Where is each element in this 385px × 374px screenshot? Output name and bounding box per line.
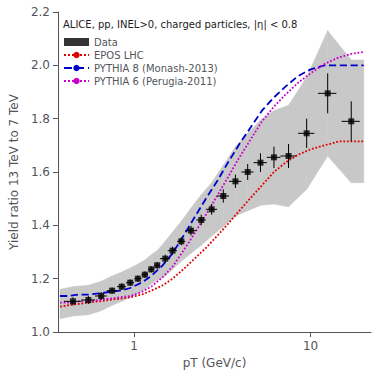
svg-text:Data: Data [94,37,118,48]
svg-text:10: 10 [303,339,318,353]
svg-text:PYTHIA 8 (Monash-2013): PYTHIA 8 (Monash-2013) [94,63,218,74]
svg-text:2.2: 2.2 [31,5,50,19]
svg-text:1.2: 1.2 [31,272,50,286]
svg-text:1.4: 1.4 [31,218,50,232]
svg-text:1: 1 [130,339,138,353]
svg-text:2.0: 2.0 [31,58,50,72]
svg-text:1.6: 1.6 [31,165,50,179]
svg-text:Yield ratio 13 TeV to 7 TeV: Yield ratio 13 TeV to 7 TeV [7,93,21,251]
svg-text:PYTHIA 6 (Perugia-2011): PYTHIA 6 (Perugia-2011) [94,76,217,87]
svg-text:1.8: 1.8 [31,112,50,126]
svg-text:EPOS LHC: EPOS LHC [94,50,144,61]
svg-text:pT (GeV/c): pT (GeV/c) [183,356,247,370]
svg-text:1.0: 1.0 [31,325,50,339]
svg-text:ALICE, pp, INEL>0, charged par: ALICE, pp, INEL>0, charged particles, |η… [63,19,297,31]
